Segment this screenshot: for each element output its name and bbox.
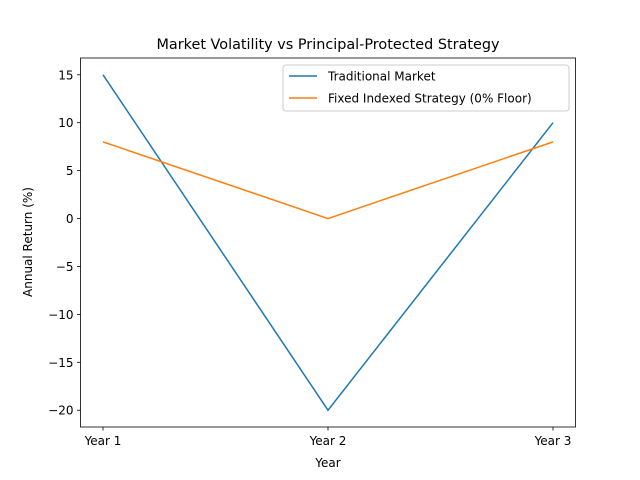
x-tick-label: Year 1 — [84, 434, 122, 448]
y-tick-label: −15 — [48, 356, 73, 370]
y-tick-label: −10 — [48, 308, 73, 322]
y-tick-label: 5 — [66, 164, 74, 178]
y-tick-label: 0 — [66, 212, 74, 226]
y-axis-label: Annual Return (%) — [21, 187, 35, 297]
series-line-0 — [102, 74, 554, 412]
plot-frame — [80, 57, 576, 428]
y-tick-label: 15 — [58, 68, 73, 82]
y-tick-label: −5 — [56, 260, 74, 274]
x-tick-label: Year 3 — [534, 434, 572, 448]
legend-box — [282, 64, 570, 112]
y-tick-label: −20 — [48, 404, 73, 418]
legend-label-0: Traditional Market — [327, 70, 436, 84]
series-line-1 — [102, 141, 554, 220]
x-tick-label: Year 2 — [309, 434, 347, 448]
legend-label-1: Fixed Indexed Strategy (0% Floor) — [328, 92, 532, 106]
chart-title: Market Volatility vs Principal-Protected… — [157, 37, 500, 53]
x-axis-label: Year — [314, 456, 340, 470]
y-tick-label: 10 — [58, 116, 73, 130]
